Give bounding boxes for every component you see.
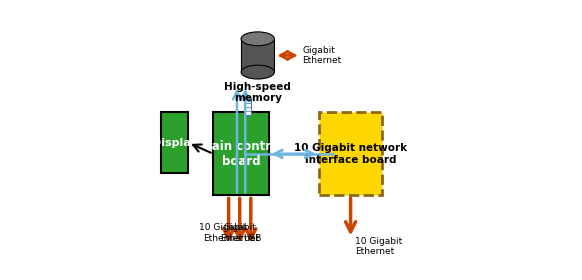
FancyBboxPatch shape [319,112,382,195]
Text: Main control
board: Main control board [200,140,283,168]
FancyBboxPatch shape [214,112,269,195]
Text: High-speed
memory: High-speed memory [224,82,291,103]
Text: Display: Display [152,138,197,148]
Text: USB: USB [243,234,261,242]
Text: 10 Gigabit
Ethernet: 10 Gigabit Ethernet [199,223,246,242]
FancyBboxPatch shape [244,98,251,115]
Text: Gigabit
Ethernet: Gigabit Ethernet [220,223,260,242]
Text: 10 Gigabit
Ethernet: 10 Gigabit Ethernet [355,237,402,256]
Polygon shape [241,39,274,72]
FancyBboxPatch shape [161,112,189,173]
Text: 10 Gigabit network
interface board: 10 Gigabit network interface board [294,143,407,165]
Ellipse shape [241,65,274,79]
Ellipse shape [241,32,274,46]
Text: Gigabit
Ethernet: Gigabit Ethernet [302,46,341,65]
